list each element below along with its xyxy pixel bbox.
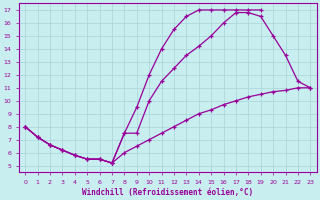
X-axis label: Windchill (Refroidissement éolien,°C): Windchill (Refroidissement éolien,°C) [82, 188, 253, 197]
